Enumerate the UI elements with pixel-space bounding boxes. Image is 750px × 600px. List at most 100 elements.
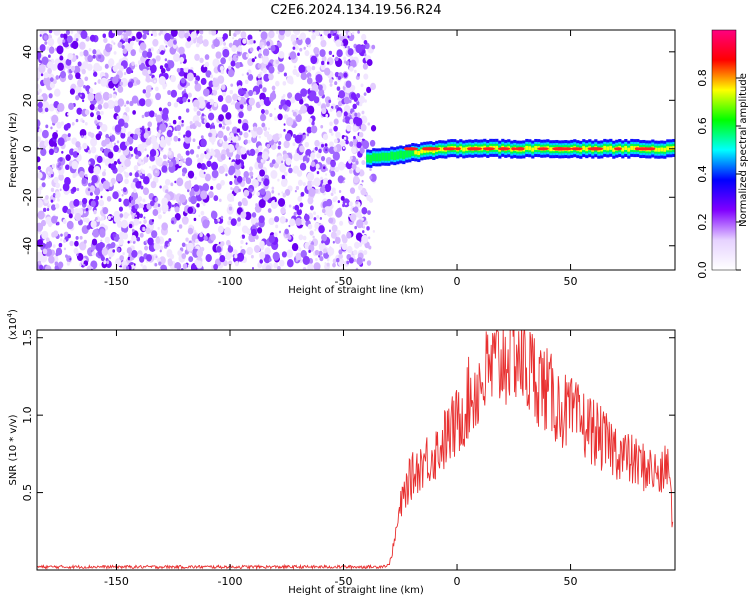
spectrogram-cell — [65, 58, 72, 66]
spectrogram-cell — [292, 30, 297, 34]
spectrogram-cell — [232, 100, 236, 105]
spectrogram-cell — [310, 55, 318, 65]
spectrogram-cell — [251, 212, 257, 218]
spectrogram-cell — [116, 115, 120, 120]
signal-band-core — [603, 145, 607, 150]
spectrogram-cell — [313, 177, 321, 187]
spectrogram-cell — [202, 39, 209, 47]
spectrogram-cell — [264, 247, 271, 256]
spectrogram-cell — [72, 173, 76, 179]
spectrogram-cell — [243, 131, 249, 139]
spectrogram-cell — [283, 72, 287, 77]
spectrogram-cell — [170, 30, 178, 37]
spectrogram-cell — [298, 207, 301, 210]
spectrogram-cell — [151, 87, 154, 90]
spectrogram-cell — [45, 124, 49, 129]
spectrogram-cell — [60, 233, 63, 237]
spectrogram-cell — [318, 88, 325, 97]
spectrogram-cell — [218, 123, 223, 128]
spectrogram-cell — [302, 134, 307, 139]
spectrogram-cell — [134, 172, 139, 178]
spectrogram-cell — [222, 48, 230, 58]
spectrogram-cell — [187, 99, 191, 103]
spectrogram-cell — [50, 204, 57, 211]
spectrogram-cell — [142, 226, 146, 232]
spectrogram-cell — [158, 76, 166, 86]
spectrogram-cell — [210, 233, 216, 241]
spectrogram-cell — [355, 267, 359, 270]
spectrogram-cell — [307, 105, 315, 115]
spectrogram-cell — [131, 228, 135, 233]
spectrogram-cell — [261, 122, 266, 128]
spectrogram-cell — [205, 70, 212, 78]
spectrogram-cell — [348, 257, 354, 264]
spectrogram-cell — [171, 220, 174, 224]
spectrogram-cell — [82, 216, 87, 223]
spectrogram-cell — [133, 189, 137, 194]
spectrogram-cell — [111, 30, 116, 34]
spectrogram-cell — [351, 146, 357, 154]
spectrogram-cell — [50, 174, 54, 178]
signal-band-core — [426, 148, 430, 153]
spectrogram-cell — [296, 170, 303, 177]
spectrogram-cell — [37, 72, 41, 79]
spectrogram-cell — [147, 69, 151, 75]
spectrogram-cell — [328, 99, 332, 104]
spectrogram-cell — [352, 137, 358, 144]
spectrogram-cell — [44, 140, 49, 147]
spectrogram-cell — [152, 38, 159, 47]
spectrogram-cell — [294, 189, 297, 193]
spectrogram-cell — [38, 128, 42, 133]
spectrogram-cell — [258, 215, 265, 224]
colorbar: 0.0 0.2 0.4 0.6 0.8 Normalized spectral ampl… — [696, 29, 749, 279]
spectrogram-cell — [44, 265, 52, 270]
spectrogram-cell — [216, 246, 222, 253]
spectrogram-cell — [43, 34, 48, 41]
spectrogram-cell — [254, 234, 259, 240]
spectrogram-cell — [172, 119, 177, 125]
spectrogram-cell — [271, 190, 275, 194]
spectrogram-cell — [364, 156, 367, 160]
spectrogram-cell — [286, 75, 294, 84]
spectrogram-cell — [199, 57, 204, 64]
spectrogram-cell — [130, 181, 137, 190]
spectrogram-cell — [269, 113, 273, 118]
spectrogram-cell — [259, 113, 266, 122]
spectrogram-cell — [314, 150, 317, 153]
spectrogram-cell — [277, 192, 280, 196]
spectrogram-cell — [343, 111, 348, 117]
spectrogram-cell — [228, 216, 232, 221]
spectrogram-cell — [142, 176, 150, 185]
spectrogram-cell — [71, 122, 75, 126]
spectrogram-cell — [222, 91, 226, 97]
spectrogram-cell — [77, 61, 82, 67]
spectrogram-cell — [142, 50, 149, 58]
spectrogram-cell — [236, 55, 239, 59]
spectrogram-cell — [92, 228, 100, 238]
spectrogram-cell — [277, 197, 286, 207]
spectrogram-cell — [318, 225, 325, 234]
spectrogram-cell — [155, 114, 163, 123]
spectrogram-cell — [145, 85, 152, 93]
spectrogram-cell — [85, 207, 89, 212]
spectrogram-cell — [178, 131, 181, 136]
spectrogram-cell — [75, 235, 79, 240]
spectrogram-y-tick-label: -20 — [21, 188, 34, 206]
spectrogram-cell — [152, 208, 159, 217]
spectrogram-cell — [118, 231, 126, 240]
spectrogram-cell — [266, 143, 271, 149]
spectrogram-cell — [197, 145, 201, 150]
spectrogram-cell — [101, 247, 109, 256]
spectrogram-cell — [119, 213, 124, 218]
snr-scale-exponent: 4 — [6, 312, 14, 317]
spectrogram-cell — [260, 31, 268, 40]
spectrogram-cell — [246, 72, 249, 76]
spectrogram-cell — [140, 173, 143, 176]
spectrogram-cell — [51, 215, 58, 224]
spectrogram-cell — [314, 249, 320, 256]
spectrogram-cell — [236, 106, 239, 110]
spectrogram-cell — [322, 166, 326, 170]
spectrogram-cell — [143, 156, 149, 163]
spectrogram-cell — [273, 232, 278, 238]
spectrogram-cell — [83, 85, 86, 89]
